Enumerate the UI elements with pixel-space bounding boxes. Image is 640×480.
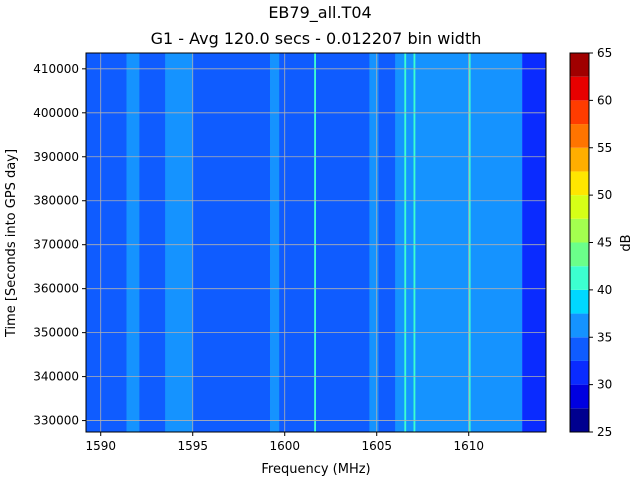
- x-tick-label: 1590: [85, 439, 116, 453]
- colorbar-tick-label: 65: [597, 46, 612, 60]
- y-tick-label: 400000: [33, 106, 79, 120]
- heatmap-band: [404, 53, 407, 432]
- heatmap-band: [522, 53, 546, 432]
- chart-title: EB79_all.T04: [268, 3, 371, 23]
- colorbar-segment: [570, 76, 589, 101]
- colorbar-segment: [570, 313, 589, 338]
- colorbar-segment: [570, 147, 589, 172]
- colorbar-segment: [570, 266, 589, 290]
- plot-area: [86, 53, 546, 432]
- colorbar-segment: [570, 195, 589, 219]
- colorbar-segment: [570, 171, 589, 196]
- y-tick-label: 370000: [33, 238, 79, 252]
- grid-lines: [86, 53, 546, 432]
- colorbar-segment: [570, 384, 589, 409]
- heatmap-band: [468, 53, 471, 432]
- x-axis-label: Frequency (MHz): [261, 462, 370, 477]
- y-tick-label: 330000: [33, 414, 79, 428]
- y-tick-label: 340000: [33, 370, 79, 384]
- colorbar-tick-label: 35: [597, 330, 612, 344]
- axes: 1590 1595 1600 1605 1610 330000 340000 350000 36…: [33, 52, 547, 453]
- colorbar-tick-label: 60: [597, 93, 612, 107]
- y-tick-label: 390000: [33, 150, 79, 164]
- colorbar-tick-label: 40: [597, 283, 612, 297]
- colorbar-segment: [570, 289, 589, 314]
- y-tick-label: 380000: [33, 194, 79, 208]
- y-tick-label: 410000: [33, 62, 79, 76]
- colorbar-segment: [570, 408, 589, 432]
- y-tick-label: 360000: [33, 282, 79, 296]
- heatmap-band: [126, 53, 140, 432]
- y-tick-label: 350000: [33, 326, 79, 340]
- colorbar-tick-label: 50: [597, 188, 612, 202]
- plot-frame: [85, 52, 547, 433]
- heatmap-band: [270, 53, 280, 432]
- colorbar: 25 30 35 40 45 50 55 60 65: [569, 46, 612, 439]
- colorbar-segment: [570, 337, 589, 361]
- heatmap-band: [378, 53, 396, 432]
- x-tick-label: 1605: [361, 439, 392, 453]
- colorbar-tick-label: 45: [597, 236, 612, 250]
- x-tick-label: 1610: [453, 439, 484, 453]
- x-tick-label: 1595: [177, 439, 208, 453]
- colorbar-tick-label: 55: [597, 141, 612, 155]
- colorbar-tick-label: 25: [597, 425, 612, 439]
- colorbar-label: dB: [619, 234, 634, 251]
- colorbar-segment: [570, 218, 589, 243]
- chart-subtitle: G1 - Avg 120.0 secs - 0.012207 bin width: [151, 29, 482, 48]
- y-axis-label: Time [Seconds into GPS day]: [4, 149, 19, 338]
- x-tick-label: 1600: [269, 439, 300, 453]
- colorbar-segment: [570, 100, 589, 125]
- heatmap-band: [413, 53, 416, 432]
- colorbar-segment: [570, 360, 589, 385]
- colorbar-segment: [570, 242, 589, 267]
- heatmap-band: [165, 53, 193, 432]
- colorbar-segment: [570, 124, 589, 148]
- colorbar-segment: [570, 53, 589, 77]
- colorbar-tick-label: 30: [597, 378, 612, 392]
- heatmap-band: [314, 53, 316, 432]
